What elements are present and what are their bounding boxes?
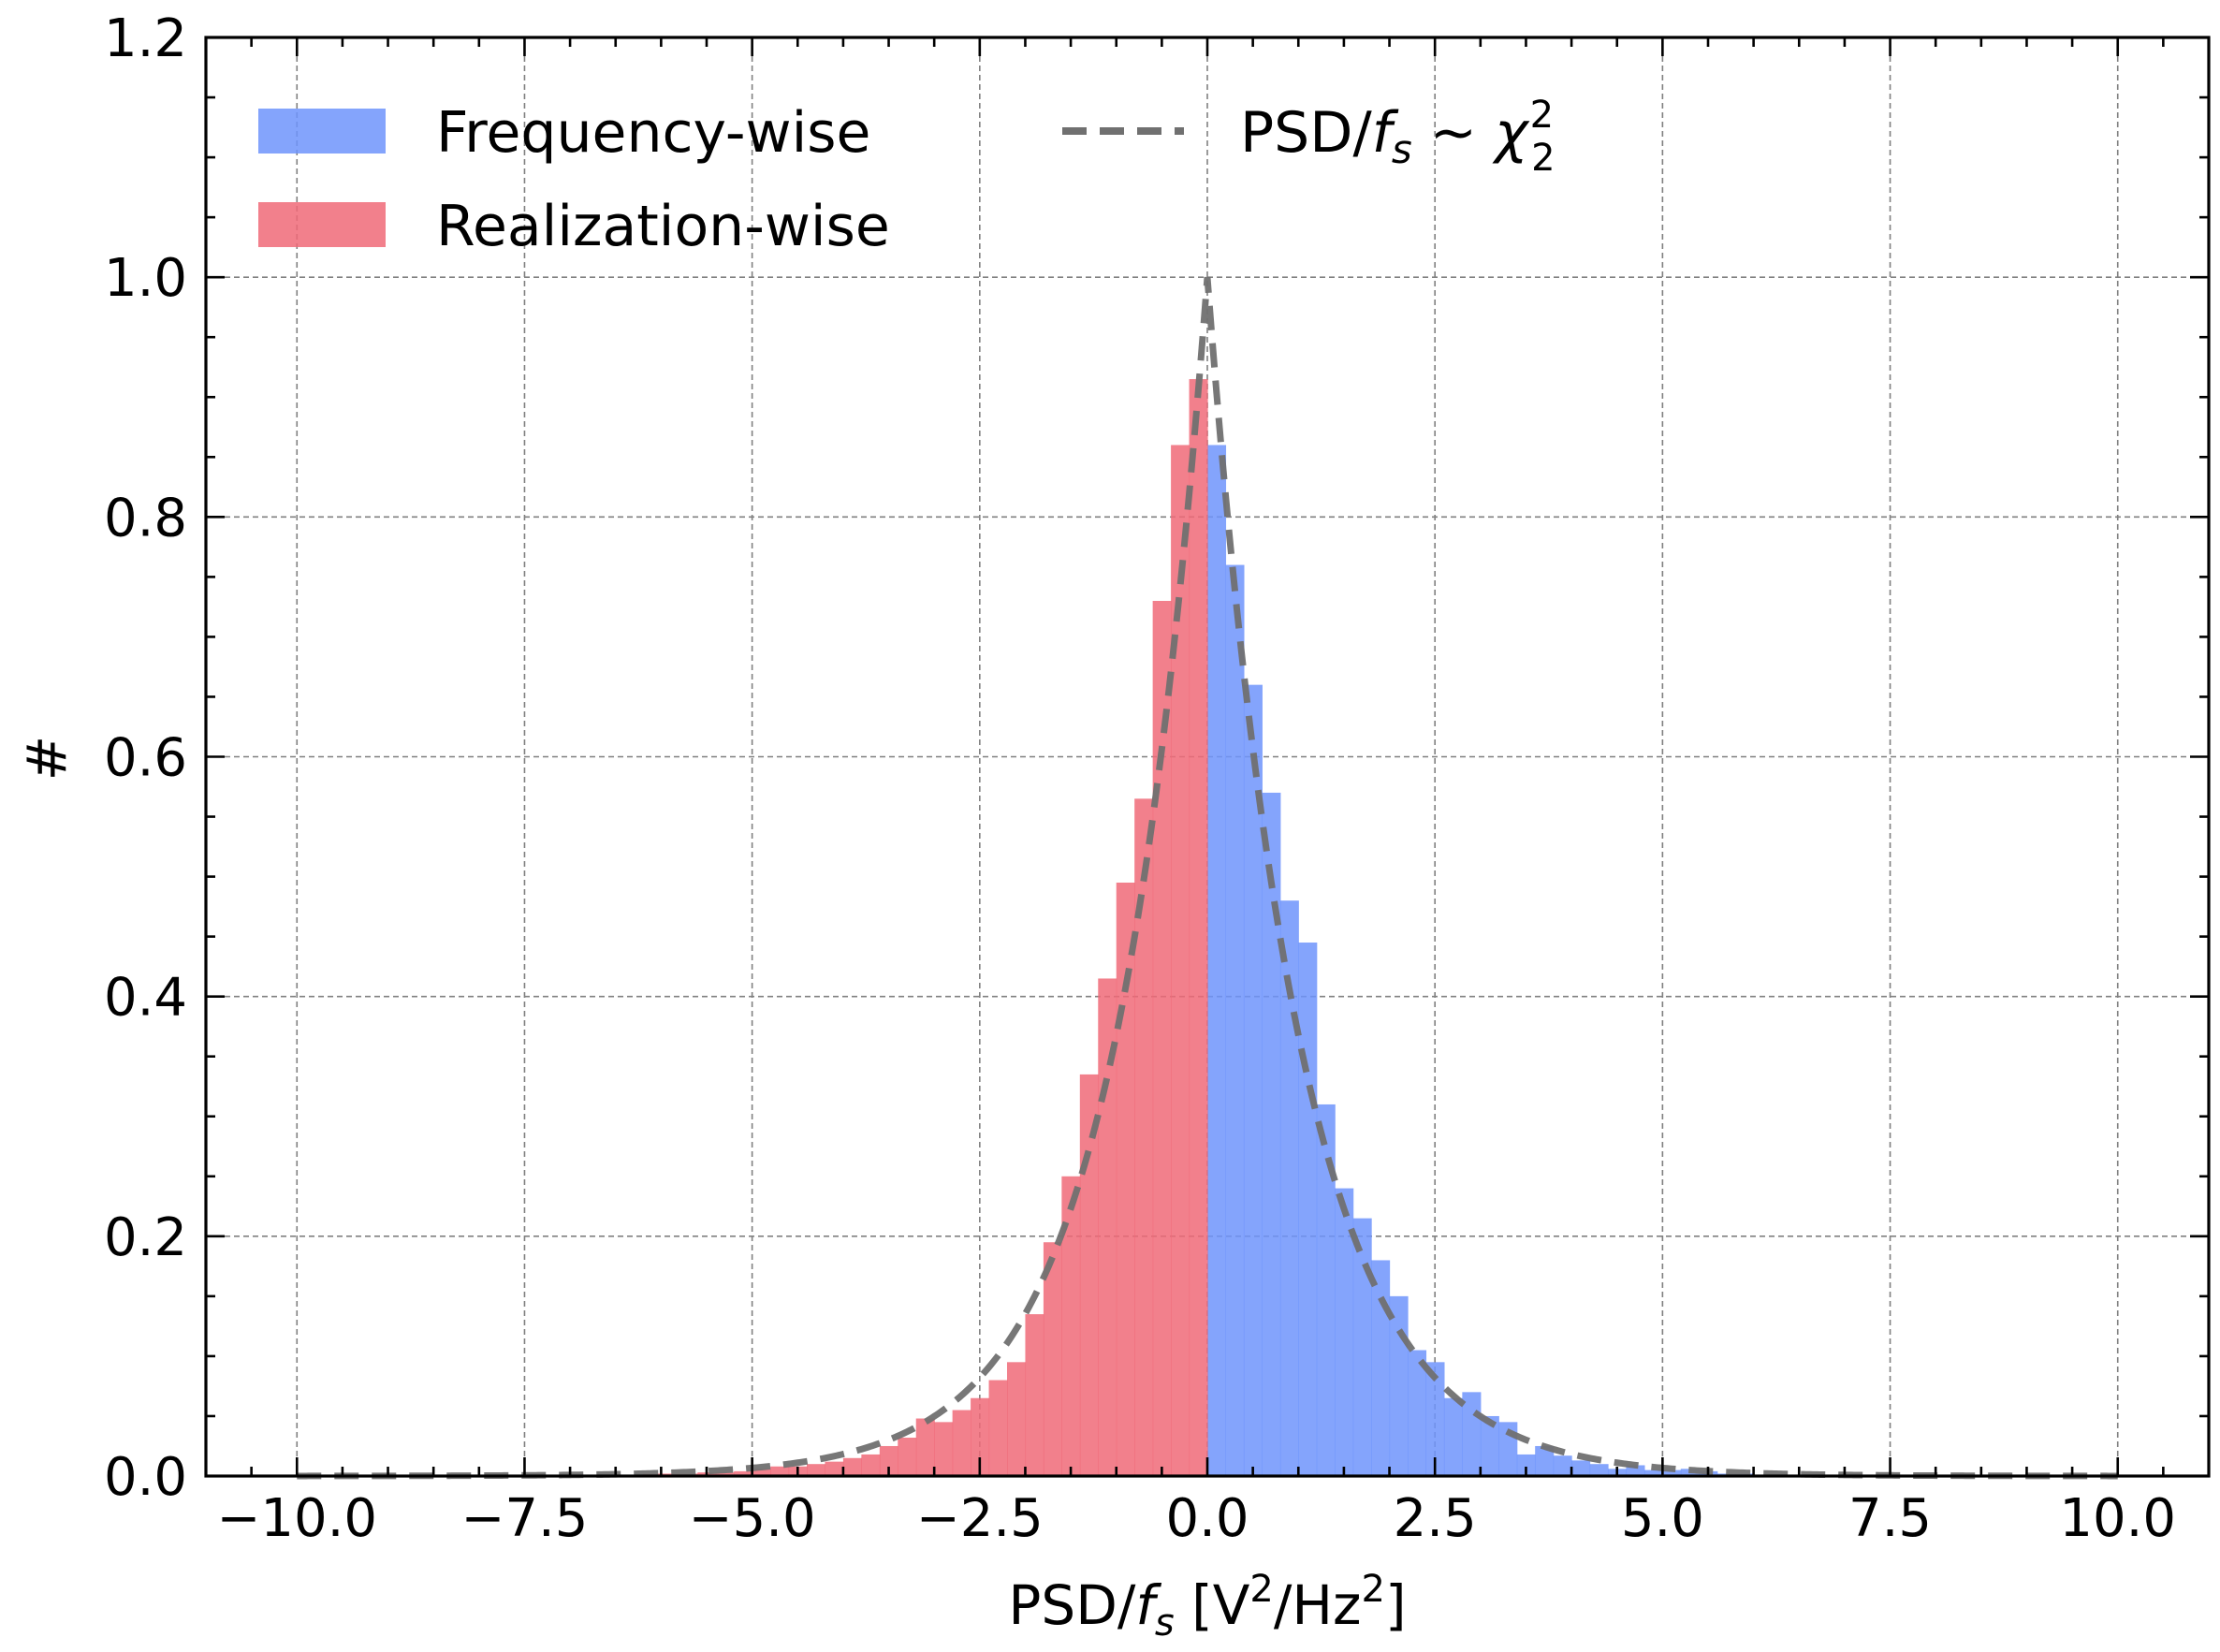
legend-swatch-realization-wise [258,202,386,247]
x-tick-label: 0.0 [1165,1488,1249,1549]
chi-squared-curve [297,276,2118,1480]
bar-frequency-wise [1535,1445,1555,1476]
bar-realization-wise [770,1466,790,1476]
y-tick-label: 1.0 [104,248,187,309]
y-axis-label: # [15,736,79,782]
bar-frequency-wise [1480,1415,1499,1476]
bar-realization-wise [915,1418,935,1476]
y-tick-label: 0.8 [104,488,187,548]
bar-frequency-wise [1279,900,1299,1476]
bar-frequency-wise [1443,1397,1463,1476]
bar-realization-wise [1116,882,1135,1476]
bar-realization-wise [1134,798,1154,1476]
bar-frequency-wise [1243,684,1263,1476]
histogram-bars [570,379,1863,1477]
bar-realization-wise [952,1410,971,1476]
bar-realization-wise [861,1454,881,1476]
y-tick-label: 1.2 [104,8,187,69]
y-tick-label: 0.0 [104,1447,187,1508]
bar-frequency-wise [1371,1260,1391,1476]
bar-realization-wise [1043,1242,1062,1476]
bar-realization-wise [752,1469,771,1476]
bar-frequency-wise [1516,1454,1536,1476]
bar-frequency-wise [1262,792,1281,1476]
legend-label-chi-squared: PSD/fs ~ χ2 2 [1240,94,1555,180]
bar-frequency-wise [1626,1465,1645,1476]
y-tick-label: 0.2 [104,1207,187,1268]
x-tick-label: −7.5 [460,1488,588,1549]
x-tick-label: 7.5 [1848,1488,1932,1549]
y-tick-labels: 0.0 0.2 0.4 0.6 0.8 1.0 1.2 [104,8,187,1508]
bar-frequency-wise [1553,1455,1572,1476]
x-tick-label: 2.5 [1394,1488,1477,1549]
bar-realization-wise [715,1472,735,1476]
bar-frequency-wise [1225,564,1245,1476]
bar-realization-wise [1152,600,1172,1476]
bar-realization-wise [898,1438,917,1476]
x-tick-label: 10.0 [2059,1488,2176,1549]
bar-frequency-wise [1352,1218,1372,1476]
bar-frequency-wise [1462,1392,1482,1476]
bar-frequency-wise [1298,943,1318,1476]
axis-ticks [206,36,2209,1478]
bar-realization-wise [825,1461,844,1476]
bar-frequency-wise [1389,1295,1409,1476]
reference-curve [297,276,2118,1480]
y-tick-label: 0.4 [104,968,187,1029]
x-tick-label: 5.0 [1621,1488,1704,1549]
legend-label-frequency-wise: Frequency-wise [436,100,870,166]
bar-realization-wise [879,1445,898,1476]
bar-realization-wise [988,1380,1008,1476]
bar-frequency-wise [1425,1362,1445,1476]
bar-realization-wise [734,1470,753,1476]
bar-frequency-wise [1207,445,1227,1476]
bar-realization-wise [1007,1362,1027,1476]
bar-frequency-wise [1662,1469,1682,1476]
bar-realization-wise [1171,445,1190,1476]
bar-frequency-wise [1408,1350,1427,1476]
bar-realization-wise [934,1422,954,1476]
bar-realization-wise [1098,978,1117,1476]
bar-realization-wise [971,1397,990,1476]
y-tick-label: 0.6 [104,728,187,789]
legend-label-realization-wise: Realization-wise [436,194,890,259]
bar-realization-wise [842,1457,862,1476]
x-tick-label: −2.5 [916,1488,1044,1549]
x-tick-label: −5.0 [689,1488,816,1549]
bar-frequency-wise [1571,1460,1591,1476]
bar-realization-wise [1025,1314,1044,1476]
x-axis-label: PSD/fs [V2/Hz2] [1008,1568,1406,1645]
bar-frequency-wise [1589,1464,1609,1476]
bar-realization-wise [1061,1176,1081,1476]
bar-frequency-wise [1316,1104,1336,1476]
legend: Frequency-wise Realization-wise PSD/fs ~… [258,94,1555,259]
bar-realization-wise [1189,379,1208,1477]
x-tick-label: −10.0 [216,1488,377,1549]
bar-frequency-wise [1335,1188,1354,1476]
bar-realization-wise [807,1464,826,1476]
x-tick-labels: −10.0 −7.5 −5.0 −2.5 0.0 2.5 5.0 7.5 10.0 [216,1488,2176,1549]
bar-frequency-wise [1643,1469,1663,1476]
legend-swatch-frequency-wise [258,109,386,154]
